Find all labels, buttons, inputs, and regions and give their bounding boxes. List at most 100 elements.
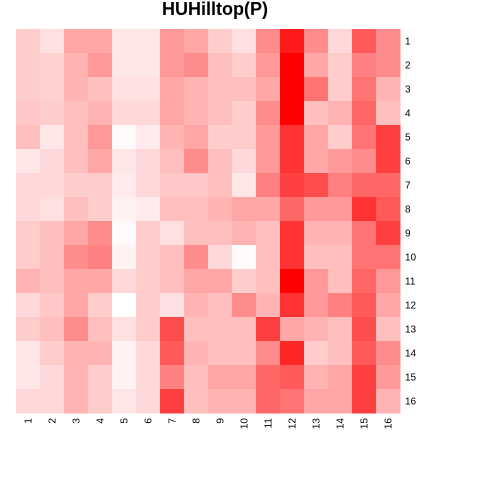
heatmap-cell bbox=[136, 341, 161, 366]
heatmap-cell bbox=[304, 77, 329, 102]
heatmap-cell bbox=[304, 389, 329, 414]
heatmap-cells bbox=[16, 29, 401, 414]
heatmap-cell bbox=[136, 101, 161, 126]
column-tick-label: 5 bbox=[120, 418, 131, 424]
heatmap-cell bbox=[88, 365, 113, 390]
heatmap-cell bbox=[256, 317, 281, 342]
row-tick-label: 14 bbox=[405, 349, 417, 360]
heatmap-cell bbox=[88, 197, 113, 222]
column-tick-label: 2 bbox=[48, 418, 59, 424]
heatmap-cell bbox=[64, 365, 89, 390]
heatmap-cell bbox=[256, 197, 281, 222]
heatmap-cell bbox=[376, 149, 401, 174]
heatmap-cell bbox=[112, 341, 137, 366]
row-tick-label: 8 bbox=[405, 205, 411, 216]
heatmap-cell bbox=[376, 293, 401, 318]
heatmap-cell bbox=[376, 389, 401, 414]
heatmap-cell bbox=[328, 317, 353, 342]
heatmap-cell bbox=[208, 197, 233, 222]
heatmap-cell bbox=[40, 245, 65, 270]
heatmap-cell bbox=[232, 149, 257, 174]
row-tick-label: 1 bbox=[405, 37, 411, 48]
column-tick-label: 3 bbox=[72, 418, 83, 424]
heatmap-cell bbox=[208, 125, 233, 150]
heatmap-cell bbox=[40, 365, 65, 390]
heatmap-cell bbox=[16, 125, 41, 150]
heatmap-cell bbox=[88, 149, 113, 174]
heatmap-cell bbox=[64, 293, 89, 318]
heatmap-cell bbox=[88, 317, 113, 342]
heatmap-cell bbox=[184, 341, 209, 366]
heatmap-cell bbox=[352, 293, 377, 318]
heatmap-cell bbox=[256, 77, 281, 102]
heatmap-cell bbox=[208, 29, 233, 54]
heatmap-cell bbox=[184, 53, 209, 78]
heatmap-cell bbox=[280, 341, 305, 366]
column-tick-label: 13 bbox=[312, 418, 323, 430]
heatmap-cell bbox=[184, 293, 209, 318]
heatmap-cell bbox=[328, 269, 353, 294]
heatmap-cell bbox=[16, 53, 41, 78]
heatmap-cell bbox=[352, 101, 377, 126]
heatmap-cell bbox=[232, 269, 257, 294]
heatmap-cell bbox=[328, 197, 353, 222]
heatmap-cell bbox=[88, 173, 113, 198]
heatmap-cell bbox=[136, 149, 161, 174]
row-tick-label: 16 bbox=[405, 397, 417, 408]
heatmap-cell bbox=[112, 173, 137, 198]
heatmap-cell bbox=[40, 293, 65, 318]
heatmap-cell bbox=[328, 245, 353, 270]
heatmap-cell bbox=[16, 173, 41, 198]
column-tick-label: 16 bbox=[384, 418, 395, 430]
heatmap-cell bbox=[376, 197, 401, 222]
heatmap-cell bbox=[40, 29, 65, 54]
heatmap-cell bbox=[208, 317, 233, 342]
heatmap-cell bbox=[64, 269, 89, 294]
heatmap-cell bbox=[208, 269, 233, 294]
heatmap-cell bbox=[16, 317, 41, 342]
heatmap-cell bbox=[280, 149, 305, 174]
heatmap-cell bbox=[280, 29, 305, 54]
heatmap-cell bbox=[232, 197, 257, 222]
row-tick-label: 10 bbox=[405, 253, 417, 264]
heatmap-cell bbox=[40, 341, 65, 366]
heatmap-cell bbox=[304, 221, 329, 246]
heatmap-cell bbox=[256, 53, 281, 78]
heatmap-cell bbox=[112, 149, 137, 174]
heatmap-cell bbox=[16, 197, 41, 222]
heatmap-cell bbox=[88, 341, 113, 366]
heatmap-cell bbox=[280, 173, 305, 198]
heatmap-cell bbox=[184, 197, 209, 222]
heatmap-cell bbox=[280, 101, 305, 126]
heatmap-cell bbox=[88, 245, 113, 270]
heatmap-cell bbox=[64, 197, 89, 222]
heatmap-cell bbox=[376, 53, 401, 78]
heatmap-cell bbox=[16, 293, 41, 318]
heatmap-cell bbox=[208, 101, 233, 126]
heatmap-cell bbox=[304, 173, 329, 198]
heatmap-cell bbox=[184, 245, 209, 270]
chart-title: HUHilltop(P) bbox=[162, 0, 268, 19]
heatmap-cell bbox=[376, 101, 401, 126]
heatmap-cell bbox=[328, 221, 353, 246]
heatmap-cell bbox=[184, 269, 209, 294]
heatmap-cell bbox=[184, 389, 209, 414]
row-tick-label: 9 bbox=[405, 229, 411, 240]
heatmap-cell bbox=[160, 293, 185, 318]
heatmap-cell bbox=[232, 77, 257, 102]
heatmap-cell bbox=[304, 149, 329, 174]
heatmap-cell bbox=[328, 293, 353, 318]
heatmap-cell bbox=[40, 221, 65, 246]
heatmap-cell bbox=[136, 77, 161, 102]
heatmap-cell bbox=[88, 77, 113, 102]
heatmap-cell bbox=[352, 173, 377, 198]
heatmap-cell bbox=[352, 197, 377, 222]
heatmap-cell bbox=[232, 317, 257, 342]
heatmap-cell bbox=[376, 173, 401, 198]
heatmap-cell bbox=[136, 269, 161, 294]
heatmap-cell bbox=[352, 77, 377, 102]
heatmap-cell bbox=[256, 269, 281, 294]
heatmap-cell bbox=[208, 293, 233, 318]
heatmap-cell bbox=[256, 125, 281, 150]
heatmap-cell bbox=[304, 317, 329, 342]
